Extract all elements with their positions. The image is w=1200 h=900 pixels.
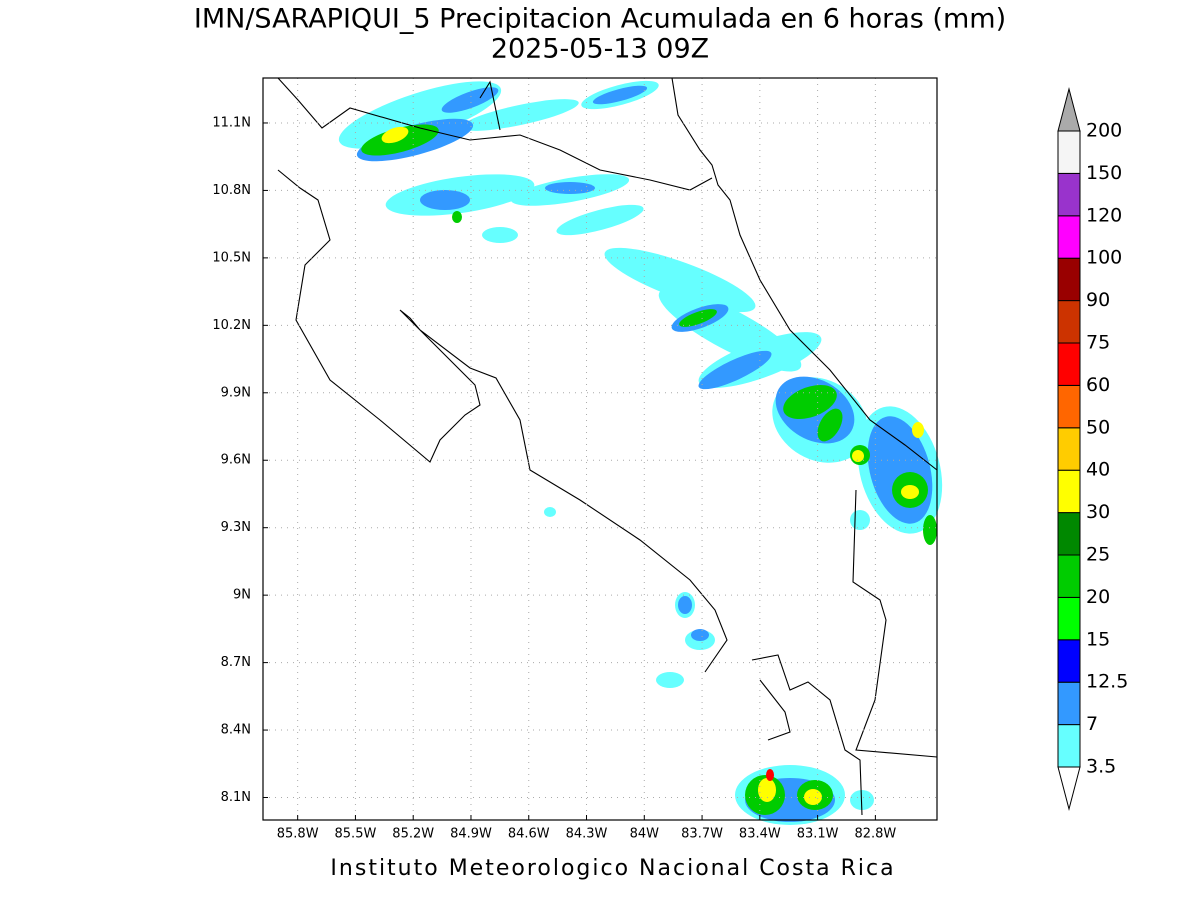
x-tick-label: 84W: [630, 827, 660, 842]
footer: Instituto Meteorologico Nacional Costa R…: [330, 856, 895, 881]
y-tick-label: 9.6N: [221, 453, 251, 468]
x-tick-label: 85.5W: [335, 827, 377, 842]
colorbar-label: 7: [1086, 713, 1098, 735]
y-tick-label: 10.5N: [212, 250, 251, 265]
colorbar-above: [1057, 87, 1081, 132]
colorbar-label: 25: [1086, 544, 1110, 566]
colorbar-box: [1057, 257, 1081, 302]
colorbar-below: [1057, 766, 1081, 811]
x-tick-label: 82.8W: [854, 827, 896, 842]
colorbar-box: [1057, 384, 1081, 429]
x-tick-label: 83.1W: [797, 827, 839, 842]
x-tick-label: 84.9W: [450, 827, 492, 842]
colorbar-label: 75: [1086, 332, 1110, 354]
colorbar-box: [1057, 427, 1081, 471]
colorbar-box: [1057, 215, 1081, 259]
y-tick-label: 9.9N: [221, 385, 251, 400]
colorbar-label: 12.5: [1086, 671, 1128, 693]
colorbar-label: 40: [1086, 459, 1110, 481]
colorbar-box: [1057, 469, 1081, 514]
x-tick-label: 84.6W: [508, 827, 550, 842]
colorbar-label: 20: [1086, 586, 1110, 608]
colorbar-box: [1057, 596, 1081, 641]
x-tick-label: 84.3W: [566, 827, 608, 842]
colorbar-label: 60: [1086, 374, 1110, 396]
plot-frame: [262, 77, 938, 821]
colorbar-box: [1057, 681, 1081, 726]
colorbar-box: [1057, 342, 1081, 386]
x-tick-label: 85.2W: [392, 827, 434, 842]
x-tick-label: 85.8W: [277, 827, 319, 842]
colorbar-label: 15: [1086, 628, 1110, 650]
y-tick-label: 9N: [233, 588, 251, 603]
y-tick-label: 10.8N: [212, 183, 251, 198]
y-tick-label: 8.7N: [221, 655, 251, 670]
colorbar-label: 100: [1086, 247, 1122, 269]
colorbar-box: [1057, 130, 1081, 174]
x-tick-label: 83.4W: [739, 827, 781, 842]
colorbar-label: 30: [1086, 501, 1110, 523]
colorbar-label: 150: [1086, 162, 1122, 184]
y-tick-label: 8.4N: [221, 723, 251, 738]
title: IMN/SARAPIQUI_5 Precipitacion Acumulada …: [194, 4, 1006, 35]
precipitation-field: [338, 80, 943, 825]
colorbar-box: [1057, 724, 1081, 768]
colorbar-box: [1057, 172, 1081, 217]
x-tick-label: 83.7W: [681, 827, 723, 842]
colorbar-label: 90: [1086, 289, 1110, 311]
colorbar-box: [1057, 512, 1081, 556]
y-tick-label: 9.3N: [221, 520, 251, 535]
y-tick-label: 10.2N: [212, 318, 251, 333]
colorbar-box: [1057, 639, 1081, 683]
colorbar-label: 120: [1086, 204, 1122, 226]
subtitle: 2025-05-13 09Z: [491, 34, 709, 65]
colorbar-box: [1057, 554, 1081, 598]
colorbar-label: 3.5: [1086, 756, 1116, 778]
colorbar-label: 200: [1086, 120, 1122, 142]
colorbar-label: 50: [1086, 416, 1110, 438]
y-tick-label: 8.1N: [221, 790, 251, 805]
y-tick-label: 11.1N: [212, 115, 251, 130]
colorbar-box: [1057, 300, 1081, 344]
